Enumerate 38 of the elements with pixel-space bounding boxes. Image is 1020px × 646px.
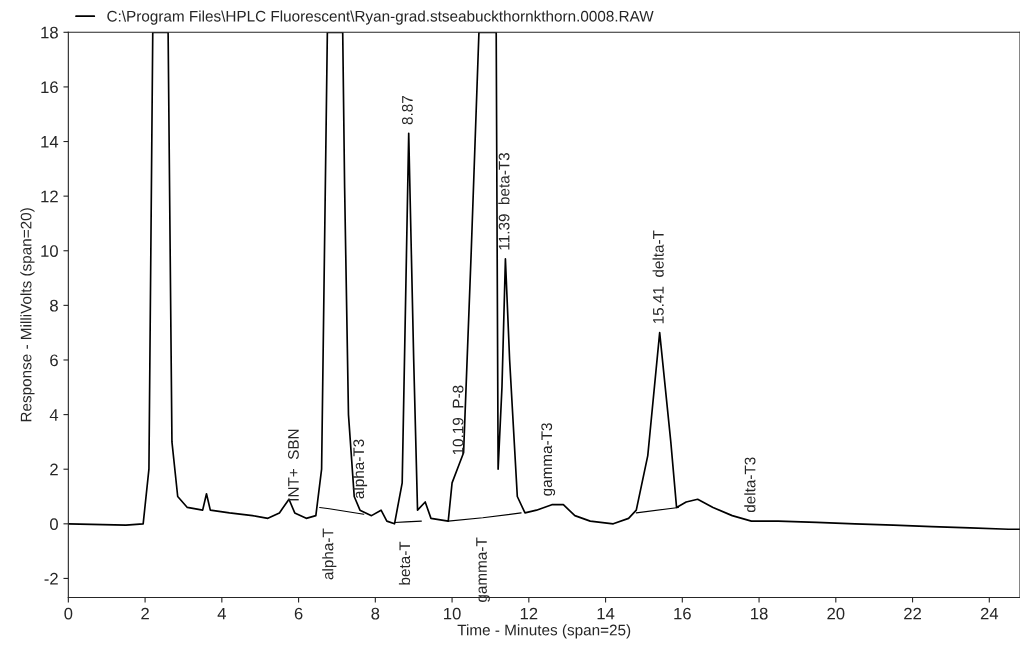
annotation: alpha-T3 [352,439,368,499]
annotation: alpha-T [322,528,337,580]
annotation: INT+ SBN [288,429,299,501]
annotation: 11.39 beta-T3 [498,153,510,250]
y-tick-label: 0 [50,518,58,531]
x-tick-label: 22 [904,607,921,620]
y-tick-label: 12 [41,190,58,203]
y-tick-label: 16 [41,81,58,94]
y-tick-label: 18 [41,26,58,39]
x-tick-label: 14 [597,607,615,620]
y-tick-label: 8 [50,299,58,312]
x-tick-label: 4 [217,607,226,620]
x-tick-label: 24 [980,607,999,620]
y-tick-label: 2 [50,463,58,476]
annotation: delta-T3 [744,457,756,513]
y-tick-label: 6 [50,354,58,367]
annotation: beta-T [398,541,411,585]
y-tick-label: 14 [41,136,59,148]
x-tick-label: 12 [520,607,538,620]
y-tick-label: 10 [41,245,58,257]
x-tick-label: 20 [827,607,845,620]
x-tick-label: 18 [751,607,768,620]
annotation: 8.87 [401,96,413,125]
annotation: 15.41 delta-T [652,230,664,324]
x-tick-label: 10 [444,607,461,620]
x-axis-title: Time - Minutes (span=25) [457,624,631,639]
x-tick-label: 0 [64,607,73,620]
y-axis-title: Response - MilliVolts (span=20) [20,208,35,422]
x-tick-label: 16 [674,607,691,620]
legend-label: C:\Program Files\HPLC Fluorescent\Ryan-grad.stseabuckthornkthorn.0008.RAW [107,10,654,25]
x-tick-label: 8 [371,607,380,620]
x-tick-label: 6 [294,607,303,620]
y-tick-label: 4 [49,409,59,421]
annotation: gamma-T3 [541,423,556,496]
annotation: gamma-T [476,537,490,602]
x-tick-label: 2 [141,607,149,620]
annotation: 10.19 P-8 [452,385,464,455]
y-tick-label: -2 [44,572,58,585]
